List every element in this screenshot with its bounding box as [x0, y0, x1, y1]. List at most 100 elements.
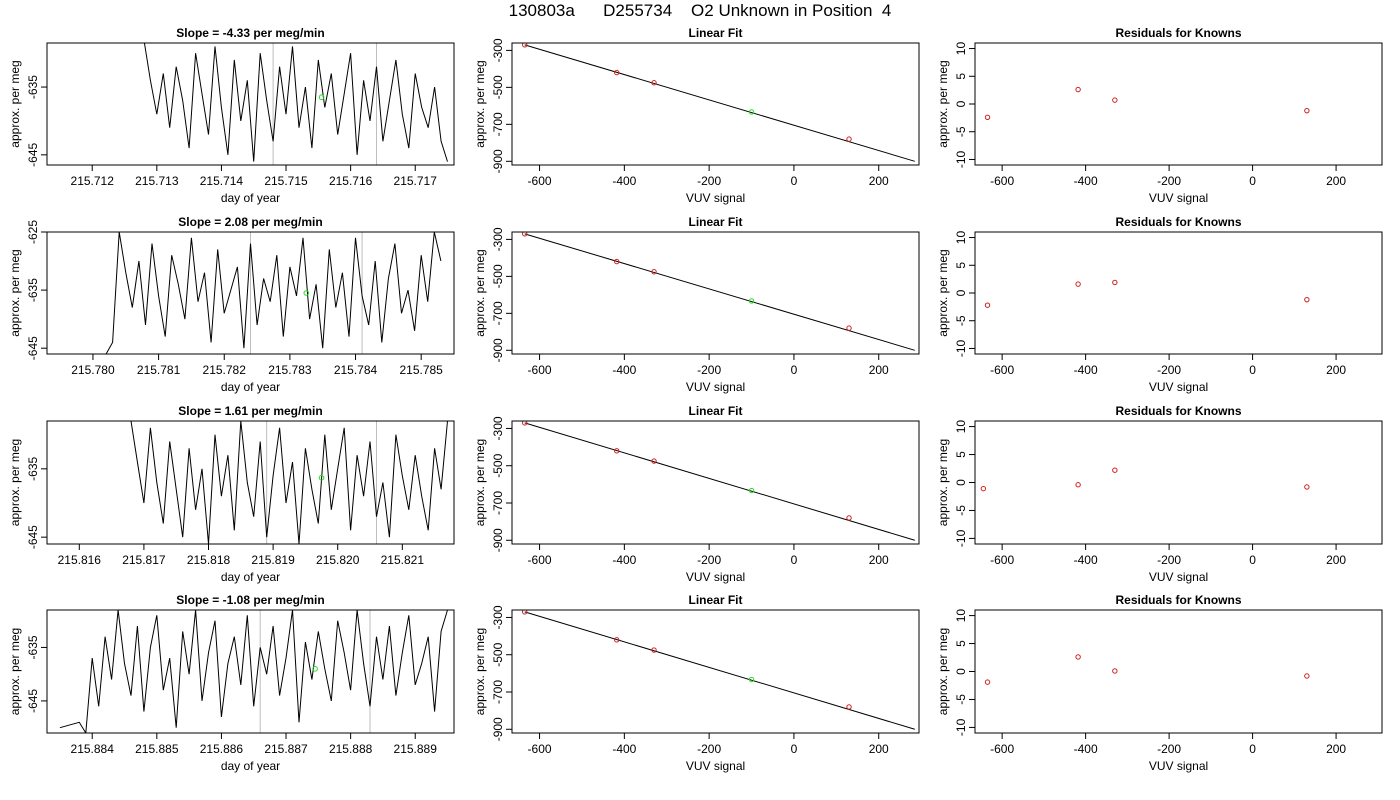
known-point	[846, 515, 852, 521]
known-point	[522, 610, 528, 615]
y-axis-label: approx. per meg	[473, 60, 487, 147]
y-tick-label: -900	[491, 717, 505, 741]
residual-point	[984, 302, 991, 308]
x-tick-label: -400	[1074, 174, 1098, 188]
x-tick-label: 215.713	[135, 174, 179, 188]
x-tick-label: 200	[869, 363, 889, 377]
x-tick-label: 0	[1249, 742, 1256, 756]
y-tick-label: -635	[26, 75, 40, 99]
panel-title: Slope = -4.33 per meg/min	[176, 26, 324, 40]
x-tick-label: 0	[1249, 174, 1256, 188]
x-tick-label: 215.717	[394, 174, 438, 188]
x-axis-label: VUV signal	[686, 570, 745, 584]
fit-line	[524, 422, 915, 541]
y-tick-label: -900	[491, 338, 505, 362]
plot-frame	[46, 420, 455, 545]
plot-frame	[974, 231, 1383, 355]
x-tick-label: -600	[528, 742, 552, 756]
panel-title: Slope = 2.08 per meg/min	[178, 215, 322, 229]
y-tick-label: -5	[954, 505, 968, 516]
plot-frame	[974, 609, 1383, 734]
y-tick-label: -900	[491, 528, 505, 552]
x-axis-label: day of year	[221, 759, 280, 773]
y-tick-label: -500	[491, 642, 505, 666]
y-tick-label: -5	[954, 126, 968, 137]
plot-area	[59, 610, 448, 733]
x-tick-label: 215.885	[135, 742, 179, 756]
known-point	[651, 269, 657, 275]
y-tick-label: -5	[954, 694, 968, 705]
panel-title: Residuals for Knowns	[1115, 404, 1241, 418]
x-tick-label: 215.780	[71, 363, 115, 377]
unknown-point	[748, 487, 755, 494]
known-point	[651, 458, 657, 464]
x-tick-label: -600	[528, 174, 552, 188]
plot-frame	[974, 42, 1383, 166]
y-tick-label: -700	[491, 491, 505, 515]
x-tick-label: 215.782	[203, 363, 247, 377]
series-line	[130, 421, 448, 544]
panel-title: Slope = -1.08 per meg/min	[176, 593, 324, 607]
x-tick-label: 0	[791, 174, 798, 188]
x-axis-label: VUV signal	[1149, 191, 1208, 205]
x-tick-label: -600	[528, 553, 552, 567]
x-tick-label: -600	[990, 742, 1014, 756]
plot-frame	[974, 420, 1383, 545]
x-tick-label: 215.714	[200, 174, 244, 188]
x-axis-label: day of year	[221, 570, 280, 584]
known-point	[522, 421, 528, 426]
y-tick-label: -900	[491, 149, 505, 173]
plot-area	[522, 43, 915, 162]
y-tick-label: -10	[954, 339, 968, 357]
y-tick-label: -500	[491, 453, 505, 477]
known-point	[651, 80, 657, 86]
residual-point	[1112, 279, 1118, 286]
residual-point	[1112, 97, 1118, 103]
y-tick-label: -625	[26, 220, 40, 244]
residual-point	[1075, 654, 1081, 660]
panel-4-1: Slope = -1.08 per meg/min 215.884 215.885 2…	[8, 593, 455, 773]
panel-title: Linear Fit	[688, 404, 742, 418]
x-tick-label: 215.888	[329, 742, 373, 756]
y-tick-label: 0	[954, 100, 968, 107]
plot-area	[143, 43, 448, 165]
known-point	[846, 704, 852, 710]
known-point	[846, 136, 852, 142]
x-tick-label: -400	[612, 363, 636, 377]
panel-3-3: Residuals for Knowns -600 -400 -200 0 200 -10 -…	[936, 404, 1383, 584]
y-axis-label: approx. per meg	[936, 439, 950, 526]
panel-title: Residuals for Knowns	[1115, 593, 1241, 607]
mean-point	[303, 290, 310, 296]
x-tick-label: -200	[697, 553, 721, 567]
unknown-point	[748, 109, 755, 115]
residual-point	[1112, 467, 1118, 473]
x-tick-label: -400	[1074, 363, 1098, 377]
x-axis-label: day of year	[221, 380, 280, 394]
plot-area	[984, 279, 1310, 308]
x-tick-label: -200	[1157, 742, 1181, 756]
x-tick-label: 215.781	[137, 363, 181, 377]
x-tick-label: 215.819	[251, 553, 295, 567]
plot-area	[522, 421, 915, 541]
y-tick-label: -645	[26, 689, 40, 713]
x-tick-label: -400	[612, 553, 636, 567]
residual-point	[984, 114, 991, 121]
x-tick-label: -200	[697, 174, 721, 188]
known-point	[522, 232, 528, 237]
unknown-point	[748, 298, 755, 304]
x-tick-label: 200	[1326, 363, 1346, 377]
y-tick-label: 5	[954, 73, 968, 80]
y-tick-label: 10	[954, 420, 968, 434]
panel-2-2: Linear Fit -600 -400 -200 0 200 -300 -500 -700 -9…	[473, 215, 920, 394]
x-tick-label: 215.816	[58, 553, 102, 567]
y-axis-label: approx. per meg	[936, 249, 950, 336]
x-axis-label: VUV signal	[686, 380, 745, 394]
panel-2-1: Slope = 2.08 per meg/min 215.780 215.781 21…	[8, 215, 455, 394]
plot-area	[79, 232, 442, 354]
x-tick-label: 200	[1326, 553, 1346, 567]
plot-area	[984, 654, 1310, 685]
y-tick-label: -10	[954, 150, 968, 168]
x-tick-label: -200	[1157, 363, 1181, 377]
x-axis-label: day of year	[221, 191, 280, 205]
